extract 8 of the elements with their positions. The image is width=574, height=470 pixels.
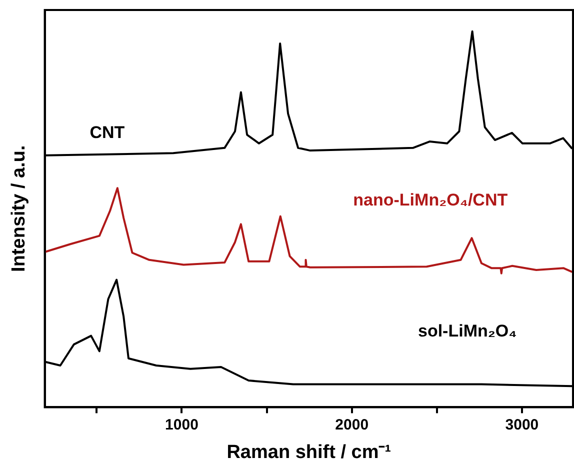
series-label: CNT	[90, 122, 126, 142]
x-tick-label: 3000	[505, 416, 539, 434]
y-axis-title: Intensity / a.u.	[8, 145, 30, 272]
text: sol-LiMn₂O₄	[418, 321, 517, 340]
x-axis-title: Raman shift / cm⁻¹	[226, 442, 392, 463]
text: nano-LiMn₂O₄/CNT	[353, 190, 508, 210]
x-tick-label: 1000	[165, 416, 198, 434]
x-tick-label: 2000	[335, 416, 369, 434]
